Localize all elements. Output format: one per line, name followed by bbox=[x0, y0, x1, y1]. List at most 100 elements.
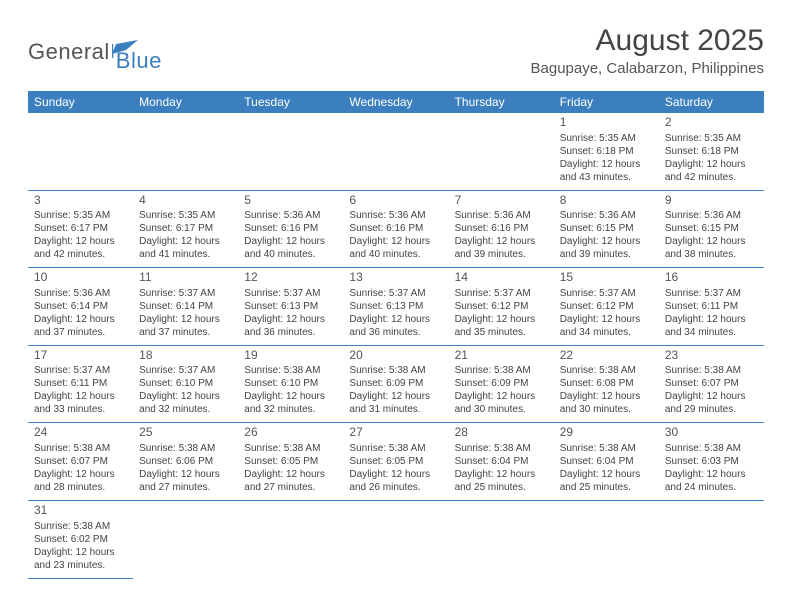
calendar-cell: 9Sunrise: 5:36 AMSunset: 6:15 PMDaylight… bbox=[659, 190, 764, 268]
day-number: 23 bbox=[665, 348, 758, 364]
calendar-cell: 23Sunrise: 5:38 AMSunset: 6:07 PMDayligh… bbox=[659, 345, 764, 423]
calendar-row: 24Sunrise: 5:38 AMSunset: 6:07 PMDayligh… bbox=[28, 423, 764, 501]
day-number: 10 bbox=[34, 270, 127, 286]
daylight-line: Daylight: 12 hours and 29 minutes. bbox=[665, 390, 758, 416]
calendar-cell: 28Sunrise: 5:38 AMSunset: 6:04 PMDayligh… bbox=[449, 423, 554, 501]
calendar-cell: 16Sunrise: 5:37 AMSunset: 6:11 PMDayligh… bbox=[659, 268, 764, 346]
day-number: 7 bbox=[455, 193, 548, 209]
title-block: August 2025 Bagupaye, Calabarzon, Philip… bbox=[531, 24, 765, 77]
sunset-line: Sunset: 6:15 PM bbox=[560, 222, 653, 235]
daylight-line: Daylight: 12 hours and 33 minutes. bbox=[34, 390, 127, 416]
sunset-line: Sunset: 6:16 PM bbox=[455, 222, 548, 235]
calendar-cell: 12Sunrise: 5:37 AMSunset: 6:13 PMDayligh… bbox=[238, 268, 343, 346]
calendar-row: 17Sunrise: 5:37 AMSunset: 6:11 PMDayligh… bbox=[28, 345, 764, 423]
sunrise-line: Sunrise: 5:36 AM bbox=[665, 209, 758, 222]
sunset-line: Sunset: 6:12 PM bbox=[455, 300, 548, 313]
daylight-line: Daylight: 12 hours and 36 minutes. bbox=[244, 313, 337, 339]
daylight-line: Daylight: 12 hours and 27 minutes. bbox=[139, 468, 232, 494]
day-number: 1 bbox=[560, 115, 653, 131]
sunset-line: Sunset: 6:10 PM bbox=[244, 377, 337, 390]
day-number: 8 bbox=[560, 193, 653, 209]
sunset-line: Sunset: 6:14 PM bbox=[139, 300, 232, 313]
sunset-line: Sunset: 6:14 PM bbox=[34, 300, 127, 313]
calendar-cell: 11Sunrise: 5:37 AMSunset: 6:14 PMDayligh… bbox=[133, 268, 238, 346]
calendar-row: 1Sunrise: 5:35 AMSunset: 6:18 PMDaylight… bbox=[28, 113, 764, 190]
sunrise-line: Sunrise: 5:38 AM bbox=[34, 442, 127, 455]
calendar-cell-empty bbox=[343, 113, 448, 190]
daylight-line: Daylight: 12 hours and 30 minutes. bbox=[455, 390, 548, 416]
sunset-line: Sunset: 6:15 PM bbox=[665, 222, 758, 235]
calendar-cell-empty bbox=[238, 113, 343, 190]
page-subtitle: Bagupaye, Calabarzon, Philippines bbox=[531, 60, 765, 77]
sunrise-line: Sunrise: 5:37 AM bbox=[560, 287, 653, 300]
daylight-line: Daylight: 12 hours and 38 minutes. bbox=[665, 235, 758, 261]
calendar-cell: 8Sunrise: 5:36 AMSunset: 6:15 PMDaylight… bbox=[554, 190, 659, 268]
sunset-line: Sunset: 6:13 PM bbox=[244, 300, 337, 313]
sunset-line: Sunset: 6:05 PM bbox=[244, 455, 337, 468]
daylight-line: Daylight: 12 hours and 30 minutes. bbox=[560, 390, 653, 416]
daylight-line: Daylight: 12 hours and 40 minutes. bbox=[349, 235, 442, 261]
calendar-cell: 14Sunrise: 5:37 AMSunset: 6:12 PMDayligh… bbox=[449, 268, 554, 346]
daylight-line: Daylight: 12 hours and 42 minutes. bbox=[665, 158, 758, 184]
day-number: 4 bbox=[139, 193, 232, 209]
sunrise-line: Sunrise: 5:38 AM bbox=[139, 442, 232, 455]
sunset-line: Sunset: 6:18 PM bbox=[665, 145, 758, 158]
day-number: 31 bbox=[34, 503, 127, 519]
daylight-line: Daylight: 12 hours and 36 minutes. bbox=[349, 313, 442, 339]
sunrise-line: Sunrise: 5:37 AM bbox=[244, 287, 337, 300]
sunrise-line: Sunrise: 5:35 AM bbox=[560, 132, 653, 145]
day-number: 18 bbox=[139, 348, 232, 364]
day-header: Tuesday bbox=[238, 91, 343, 113]
day-number: 24 bbox=[34, 425, 127, 441]
sunset-line: Sunset: 6:17 PM bbox=[139, 222, 232, 235]
sunset-line: Sunset: 6:09 PM bbox=[455, 377, 548, 390]
daylight-line: Daylight: 12 hours and 40 minutes. bbox=[244, 235, 337, 261]
sunset-line: Sunset: 6:09 PM bbox=[349, 377, 442, 390]
day-number: 9 bbox=[665, 193, 758, 209]
calendar-cell: 13Sunrise: 5:37 AMSunset: 6:13 PMDayligh… bbox=[343, 268, 448, 346]
calendar-cell: 30Sunrise: 5:38 AMSunset: 6:03 PMDayligh… bbox=[659, 423, 764, 501]
day-number: 30 bbox=[665, 425, 758, 441]
calendar-cell: 27Sunrise: 5:38 AMSunset: 6:05 PMDayligh… bbox=[343, 423, 448, 501]
sunrise-line: Sunrise: 5:37 AM bbox=[139, 364, 232, 377]
calendar-cell: 3Sunrise: 5:35 AMSunset: 6:17 PMDaylight… bbox=[28, 190, 133, 268]
daylight-line: Daylight: 12 hours and 31 minutes. bbox=[349, 390, 442, 416]
sunset-line: Sunset: 6:12 PM bbox=[560, 300, 653, 313]
calendar-row: 10Sunrise: 5:36 AMSunset: 6:14 PMDayligh… bbox=[28, 268, 764, 346]
day-header: Monday bbox=[133, 91, 238, 113]
calendar-cell-empty bbox=[449, 500, 554, 578]
calendar-cell-empty bbox=[659, 500, 764, 578]
calendar-cell: 1Sunrise: 5:35 AMSunset: 6:18 PMDaylight… bbox=[554, 113, 659, 190]
daylight-line: Daylight: 12 hours and 25 minutes. bbox=[455, 468, 548, 494]
daylight-line: Daylight: 12 hours and 42 minutes. bbox=[34, 235, 127, 261]
sunset-line: Sunset: 6:07 PM bbox=[665, 377, 758, 390]
day-number: 2 bbox=[665, 115, 758, 131]
sunset-line: Sunset: 6:08 PM bbox=[560, 377, 653, 390]
daylight-line: Daylight: 12 hours and 39 minutes. bbox=[560, 235, 653, 261]
day-number: 29 bbox=[560, 425, 653, 441]
daylight-line: Daylight: 12 hours and 43 minutes. bbox=[560, 158, 653, 184]
logo-text-blue: Blue bbox=[116, 48, 162, 74]
sunset-line: Sunset: 6:16 PM bbox=[349, 222, 442, 235]
daylight-line: Daylight: 12 hours and 25 minutes. bbox=[560, 468, 653, 494]
calendar-table: SundayMondayTuesdayWednesdayThursdayFrid… bbox=[28, 91, 764, 579]
day-header: Sunday bbox=[28, 91, 133, 113]
day-number: 15 bbox=[560, 270, 653, 286]
sunset-line: Sunset: 6:05 PM bbox=[349, 455, 442, 468]
day-number: 22 bbox=[560, 348, 653, 364]
day-number: 16 bbox=[665, 270, 758, 286]
calendar-cell: 29Sunrise: 5:38 AMSunset: 6:04 PMDayligh… bbox=[554, 423, 659, 501]
sunrise-line: Sunrise: 5:37 AM bbox=[665, 287, 758, 300]
day-number: 21 bbox=[455, 348, 548, 364]
sunset-line: Sunset: 6:11 PM bbox=[665, 300, 758, 313]
calendar-body: 1Sunrise: 5:35 AMSunset: 6:18 PMDaylight… bbox=[28, 113, 764, 578]
sunset-line: Sunset: 6:06 PM bbox=[139, 455, 232, 468]
sunrise-line: Sunrise: 5:35 AM bbox=[139, 209, 232, 222]
daylight-line: Daylight: 12 hours and 34 minutes. bbox=[560, 313, 653, 339]
calendar-cell: 24Sunrise: 5:38 AMSunset: 6:07 PMDayligh… bbox=[28, 423, 133, 501]
calendar-cell: 20Sunrise: 5:38 AMSunset: 6:09 PMDayligh… bbox=[343, 345, 448, 423]
calendar-cell-empty bbox=[133, 500, 238, 578]
sunrise-line: Sunrise: 5:37 AM bbox=[139, 287, 232, 300]
sunset-line: Sunset: 6:18 PM bbox=[560, 145, 653, 158]
sunset-line: Sunset: 6:03 PM bbox=[665, 455, 758, 468]
